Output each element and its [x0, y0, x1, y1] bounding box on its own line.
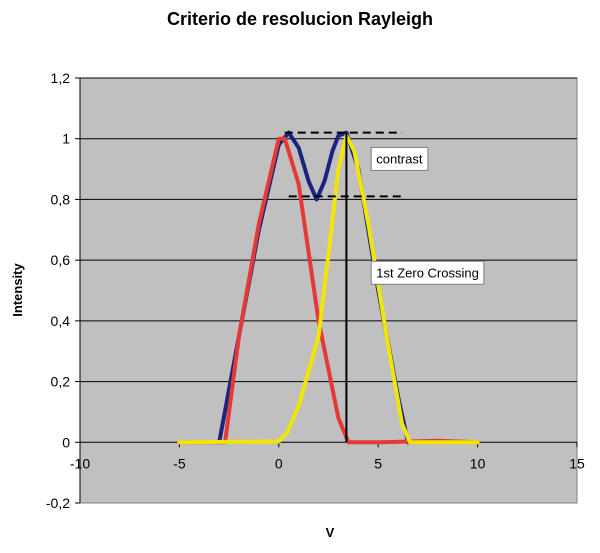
- annotation-text: 1st Zero Crossing: [376, 265, 479, 280]
- series-line: [177, 136, 480, 445]
- reference-lines: [284, 131, 403, 443]
- annotation: contrast: [370, 146, 429, 171]
- y-tick-label: 0,4: [51, 313, 71, 329]
- y-tick-label: 1: [62, 131, 70, 147]
- y-tick-label: 0: [62, 434, 70, 450]
- chart-title: Criterio de resolucion Rayleigh: [167, 9, 433, 29]
- annotation-text: contrast: [376, 151, 423, 166]
- y-axis: -0,2 0 0,2 0,4 0,6 0,8 1 1,2: [46, 70, 81, 511]
- x-axis-label: V: [326, 525, 335, 540]
- y-tick-label: -0,2: [46, 495, 70, 511]
- y-tick-label: 0,6: [51, 252, 71, 268]
- y-tick-label: 0,2: [51, 374, 71, 390]
- plot-area: [79, 77, 578, 504]
- x-tick-label: 5: [374, 455, 382, 471]
- y-tick-label: 0,8: [51, 191, 71, 207]
- x-tick-label: 15: [569, 455, 585, 471]
- annotation-box: [370, 146, 429, 171]
- x-tick-label: 10: [470, 455, 486, 471]
- x-tick-label: -10: [70, 455, 90, 471]
- x-tick-label: 0: [275, 455, 283, 471]
- annotation: 1st Zero Crossing: [370, 260, 485, 285]
- annotation-box: [370, 260, 485, 285]
- x-tick-label: -5: [173, 455, 186, 471]
- y-tick-label: 1,2: [51, 70, 71, 86]
- annotations: contrast 1st Zero Crossing: [370, 146, 485, 285]
- y-axis-label: Intensity: [10, 263, 25, 317]
